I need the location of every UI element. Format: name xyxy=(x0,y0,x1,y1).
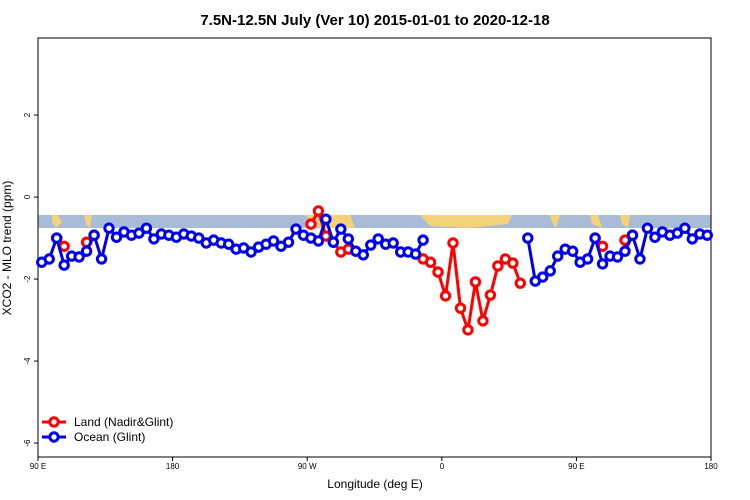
data-point xyxy=(357,249,369,261)
data-point xyxy=(626,229,639,241)
data-point xyxy=(589,232,601,244)
data-point xyxy=(387,237,399,249)
data-point xyxy=(701,229,713,241)
data-point xyxy=(634,253,646,265)
y-axis-label: XCO2 - MLO trend (ppm) xyxy=(0,181,14,316)
data-point xyxy=(492,260,504,272)
data-point xyxy=(649,231,661,243)
data-point xyxy=(432,266,444,278)
data-point xyxy=(439,290,452,302)
data-point xyxy=(581,253,594,265)
data-point xyxy=(409,248,422,260)
data-point xyxy=(342,233,355,245)
data-point xyxy=(566,245,579,257)
x-tick-label: 180 xyxy=(166,462,180,471)
data-point xyxy=(140,222,153,234)
y-tick-label: -6 xyxy=(23,439,32,447)
y-tick-label: 2 xyxy=(23,112,32,117)
x-tick-label: 90 E xyxy=(30,462,46,471)
data-point xyxy=(641,222,654,234)
data-point xyxy=(596,258,609,270)
data-point xyxy=(619,245,631,257)
y-tick-label: -4 xyxy=(23,357,32,365)
data-point xyxy=(611,251,624,263)
data-point xyxy=(50,232,63,244)
data-point xyxy=(103,222,115,234)
x-tick-label: 0 xyxy=(440,462,445,471)
data-point xyxy=(133,227,145,239)
data-point xyxy=(95,253,108,265)
data-point xyxy=(58,259,70,271)
data-point xyxy=(290,223,302,235)
data-point xyxy=(514,277,527,289)
data-point xyxy=(522,232,534,244)
legend-label: Ocean (Glint) xyxy=(74,430,145,444)
chart-title: 7.5N-12.5N July (Ver 10) 2015-01-01 to 2… xyxy=(200,12,549,29)
data-point xyxy=(679,222,691,234)
legend-marker xyxy=(48,431,60,443)
data-point xyxy=(477,315,489,327)
data-point xyxy=(267,235,280,247)
data-point xyxy=(73,251,85,263)
legend-marker xyxy=(48,416,60,428)
data-point xyxy=(320,213,332,225)
data-point xyxy=(80,245,93,257)
data-point xyxy=(305,218,317,230)
x-tick-label: 90 E xyxy=(568,462,584,471)
data-point xyxy=(110,231,123,243)
data-point xyxy=(327,236,340,248)
y-tick-label: 0 xyxy=(23,194,32,199)
data-point xyxy=(245,246,257,258)
data-point xyxy=(544,265,556,277)
y-tick-label: -2 xyxy=(23,275,32,283)
data-point xyxy=(312,235,325,247)
data-point xyxy=(365,239,377,251)
data-point xyxy=(88,229,100,241)
data-point xyxy=(335,223,347,235)
x-tick-label: 180 xyxy=(704,462,718,471)
map-strip xyxy=(38,215,711,228)
x-tick-label: 90 W xyxy=(298,462,317,471)
data-point xyxy=(552,250,564,262)
data-point xyxy=(484,289,497,301)
data-point xyxy=(417,234,429,246)
plot-frame xyxy=(37,37,712,458)
legend-label: Land (Nadir&Glint) xyxy=(74,415,173,429)
data-point xyxy=(148,233,160,245)
data-point xyxy=(507,257,519,269)
data-point xyxy=(312,205,325,217)
data-point xyxy=(686,233,699,245)
data-point xyxy=(424,256,437,268)
data-point xyxy=(222,238,235,250)
data-point xyxy=(537,271,549,283)
data-point xyxy=(447,237,459,249)
x-axis-label: Longitude (deg E) xyxy=(327,477,422,491)
data-point xyxy=(372,233,384,245)
data-point xyxy=(671,227,684,239)
data-point xyxy=(462,324,474,336)
data-point xyxy=(282,236,295,248)
data-point xyxy=(469,276,482,288)
data-point xyxy=(193,232,205,244)
data-point xyxy=(454,302,467,314)
data-point xyxy=(43,253,55,265)
